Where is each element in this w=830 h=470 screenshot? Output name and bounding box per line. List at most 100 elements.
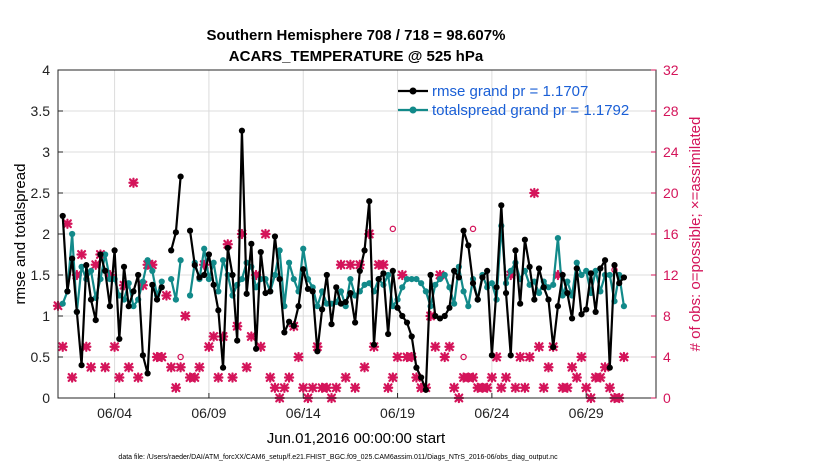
rmse-point (168, 247, 175, 254)
rmse-point (446, 304, 453, 311)
obs-assimilated-marker (76, 249, 87, 260)
rmse-point (309, 288, 316, 295)
rmse-point (465, 242, 472, 249)
obs-assimilated-marker (255, 341, 266, 352)
rmse-point (578, 311, 585, 318)
spread-point (507, 267, 514, 274)
obs-assimilated-marker (439, 351, 450, 363)
obs-assimilated-marker (85, 362, 97, 373)
rmse-point (526, 263, 533, 270)
footer-data-file: data file: /Users/raeder/DAI/ATM_forcXX/… (118, 454, 558, 461)
rmse-point (130, 288, 137, 295)
rmse-point (248, 240, 255, 247)
rmse-point (149, 281, 156, 288)
spread-point (219, 257, 227, 264)
rmse-point (521, 236, 528, 243)
legend-rmse-label: rmse grand pr = 1.1707 (432, 83, 588, 100)
obs-possible-marker (389, 225, 397, 233)
rmse-point (252, 345, 260, 352)
rmse-point (418, 374, 425, 381)
rmse-point (224, 244, 231, 252)
rmse-point (144, 370, 151, 377)
rmse-point (385, 330, 392, 338)
spread-point (554, 235, 562, 242)
rmse-point (474, 296, 481, 303)
obs-assimilated-marker (378, 259, 389, 270)
rmse-point (153, 296, 161, 303)
spread-point (69, 230, 76, 238)
rmse-point (554, 303, 562, 310)
rmse-point (333, 284, 340, 291)
spread-point (451, 300, 458, 307)
y-tick-label-right: 4 (663, 349, 671, 365)
obs-assimilated-marker (321, 382, 332, 393)
rmse-point (540, 284, 547, 291)
obs-assimilated-marker (156, 351, 167, 363)
obs-assimilated-marker (128, 177, 139, 188)
rmse-point (219, 364, 227, 371)
obs-assimilated-marker (250, 269, 262, 281)
x-axis-label: Jun.01,2016 00:00:00 start (267, 430, 446, 447)
x-tick-label: 06/14 (286, 405, 321, 421)
rmse-point (620, 274, 628, 281)
obs-assimilated-marker (170, 382, 182, 393)
rmse-point (201, 271, 208, 279)
rmse-point (262, 289, 269, 297)
spread-point (441, 271, 448, 279)
obs-assimilated-marker (604, 382, 615, 393)
rmse-point (102, 267, 109, 274)
rmse-point (564, 289, 571, 297)
obs-assimilated-marker (194, 362, 205, 373)
rmse-point (380, 270, 387, 277)
obs-assimilated-marker (180, 310, 191, 322)
spread-point (535, 289, 543, 297)
rmse-point (210, 281, 217, 288)
spread-point (620, 303, 628, 310)
rmse-point (370, 341, 378, 348)
rmse-point (116, 335, 123, 343)
obs-assimilated-marker (189, 372, 200, 383)
rmse-point (111, 247, 118, 254)
spread-point (361, 281, 368, 288)
obs-assimilated-marker (109, 341, 120, 352)
spread-point (158, 278, 165, 285)
rmse-point (507, 352, 514, 359)
rmse-point (550, 344, 557, 351)
rmse-point (267, 288, 274, 295)
spread-point (347, 276, 354, 283)
y-tick-label: 0 (42, 390, 50, 406)
spread-point (550, 281, 557, 288)
obs-possible-marker (460, 353, 467, 361)
spread-point (78, 263, 85, 270)
rmse-point (172, 229, 180, 236)
obs-assimilated-marker (90, 259, 101, 270)
legend-rmse-marker (409, 87, 417, 95)
rmse-point (205, 251, 213, 258)
rmse-point (601, 257, 609, 264)
rmse-point (488, 352, 495, 359)
rmse-point (347, 289, 354, 297)
obs-assimilated-marker (269, 382, 281, 393)
obs-assimilated-marker (114, 372, 125, 383)
obs-assimilated-marker (118, 280, 130, 291)
spread-point (559, 292, 566, 299)
obs-assimilated-marker (227, 372, 238, 383)
rmse-point (139, 352, 146, 359)
rmse-point (592, 308, 599, 315)
obs-assimilated-marker (514, 351, 526, 363)
rmse-point (276, 276, 283, 283)
spread-point (139, 278, 146, 285)
rmse-point (616, 280, 623, 287)
rmse-point (337, 300, 345, 307)
spread-point (215, 288, 222, 295)
obs-assimilated-marker (397, 269, 408, 281)
rmse-point (545, 296, 552, 303)
spread-point (205, 276, 213, 283)
obs-assimilated-marker (618, 351, 630, 363)
spread-point (488, 280, 495, 287)
rmse-point (531, 296, 538, 303)
rmse-point (323, 271, 330, 279)
spread-point (149, 267, 156, 274)
rmse-point (290, 322, 297, 329)
